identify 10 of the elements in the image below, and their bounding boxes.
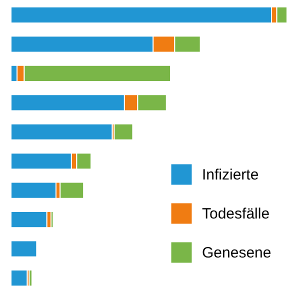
bar bbox=[50, 211, 54, 228]
legend-label: Infizierte bbox=[202, 166, 259, 184]
bar bbox=[10, 152, 72, 170]
bar bbox=[10, 211, 48, 228]
bar bbox=[10, 6, 272, 24]
bar bbox=[60, 182, 84, 199]
bar bbox=[10, 240, 38, 258]
legend-label: Todesfälle bbox=[202, 206, 270, 222]
bar bbox=[10, 182, 56, 199]
legend-label: Genesene bbox=[202, 244, 272, 262]
